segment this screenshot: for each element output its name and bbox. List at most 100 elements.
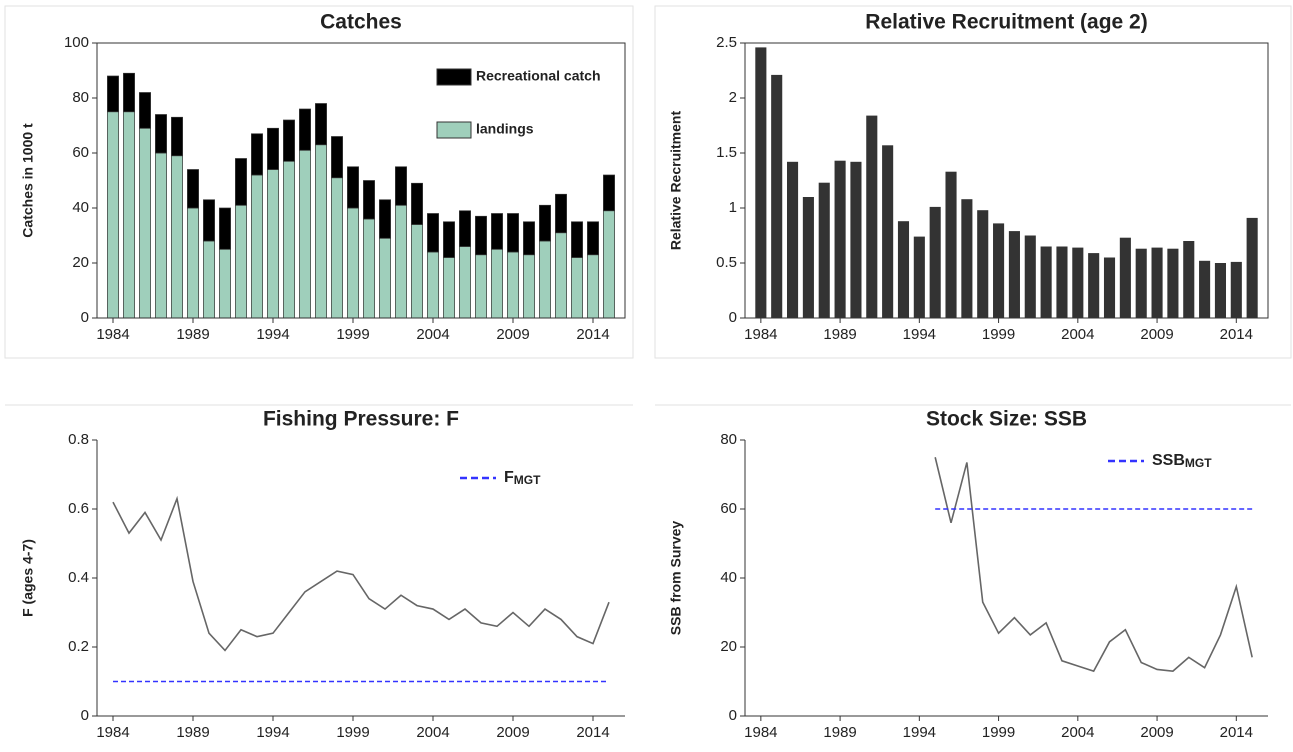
- y-tick-label: 2.5: [716, 34, 737, 51]
- legend-swatch: [436, 121, 472, 139]
- bar: [347, 207, 359, 319]
- bar: [443, 221, 455, 258]
- plot-frame: [96, 42, 626, 319]
- bar: [1167, 248, 1179, 318]
- bar: [187, 169, 199, 209]
- bar: [555, 193, 567, 234]
- bar: [379, 237, 391, 319]
- bar: [1056, 246, 1068, 318]
- bar: [379, 199, 391, 239]
- bar: [363, 218, 375, 319]
- x-tick-label: 2009: [1140, 724, 1173, 741]
- y-axis-label: F (ages 4-7): [20, 539, 36, 617]
- bar: [139, 127, 151, 319]
- bar: [771, 74, 783, 319]
- bar: [993, 223, 1005, 318]
- bar: [539, 240, 551, 319]
- bar: [155, 114, 167, 154]
- bar: [897, 221, 910, 318]
- x-tick-label: 1984: [96, 724, 129, 741]
- y-tick-label: 0: [729, 309, 737, 326]
- y-tick-label: 40: [72, 199, 89, 216]
- legend-label: FMGT: [504, 469, 541, 487]
- legend-subscript: MGT: [1185, 456, 1212, 470]
- bar: [219, 248, 231, 319]
- bar: [235, 204, 247, 319]
- bar: [267, 127, 279, 170]
- y-axis-label: Relative Recruitment: [668, 111, 684, 251]
- y-tick-label: 80: [720, 431, 737, 448]
- bar: [347, 166, 359, 209]
- bar: [251, 133, 263, 176]
- bar: [555, 232, 567, 319]
- bar: [507, 213, 519, 253]
- x-tick-label: 2009: [496, 724, 529, 741]
- bar: [395, 166, 407, 206]
- bar: [251, 174, 263, 319]
- bar: [1199, 260, 1211, 318]
- x-tick-label: 2014: [1220, 724, 1253, 741]
- bar: [1088, 253, 1100, 318]
- chart-title: Relative Recruitment (age 2): [865, 11, 1147, 34]
- x-tick-label: 2009: [496, 326, 529, 343]
- panel-border: [654, 5, 1292, 359]
- bar: [507, 251, 519, 319]
- bar: [139, 92, 151, 129]
- bar: [107, 111, 119, 319]
- bar: [123, 72, 135, 113]
- y-tick-label: 1.5: [716, 144, 737, 161]
- bar: [155, 152, 167, 319]
- bar: [203, 240, 215, 319]
- y-tick-label: 100: [64, 34, 89, 51]
- bar: [571, 221, 583, 258]
- bar: [587, 221, 599, 256]
- bar: [523, 254, 535, 319]
- bar: [850, 161, 862, 318]
- x-tick-label: 2004: [1061, 724, 1094, 741]
- x-tick-label: 2004: [1061, 326, 1094, 343]
- bar: [523, 221, 535, 256]
- y-tick-label: 60: [72, 144, 89, 161]
- bar: [267, 169, 279, 319]
- bar: [331, 177, 343, 319]
- x-tick-label: 1989: [176, 326, 209, 343]
- y-tick-label: 0.8: [68, 431, 89, 448]
- x-tick-label: 1989: [823, 326, 856, 343]
- bar: [1024, 235, 1036, 318]
- bar: [171, 155, 183, 319]
- y-tick-label: 0: [81, 309, 89, 326]
- plot-frame: [744, 42, 1269, 319]
- bar: [427, 213, 439, 253]
- x-tick-label: 1999: [336, 724, 369, 741]
- x-tick-label: 2004: [416, 724, 449, 741]
- legend-name: SSB: [1152, 452, 1185, 469]
- bar: [491, 213, 503, 250]
- x-tick-label: 1999: [982, 326, 1015, 343]
- legend-label: landings: [476, 121, 534, 137]
- bar: [491, 248, 503, 319]
- bar: [1040, 246, 1052, 318]
- x-tick-label: 1984: [744, 326, 777, 343]
- bar: [443, 257, 455, 319]
- legend-swatch: [436, 68, 472, 86]
- x-tick-label: 1994: [903, 724, 936, 741]
- x-tick-label: 1989: [176, 724, 209, 741]
- y-tick-label: 2: [729, 89, 737, 106]
- bar: [929, 206, 941, 318]
- legend-label: Recreational catch: [476, 68, 601, 84]
- panel-border: [4, 5, 634, 359]
- bar: [603, 174, 615, 212]
- bar: [539, 204, 551, 242]
- x-tick-label: 2014: [1220, 326, 1253, 343]
- y-tick-label: 40: [720, 569, 737, 586]
- bar: [1008, 231, 1020, 318]
- bar: [1246, 217, 1258, 318]
- bar: [299, 108, 311, 151]
- bar: [603, 210, 615, 319]
- bar: [786, 161, 799, 318]
- bar: [395, 204, 407, 319]
- y-tick-label: 60: [720, 500, 737, 517]
- bar: [427, 251, 439, 319]
- bar: [331, 136, 343, 179]
